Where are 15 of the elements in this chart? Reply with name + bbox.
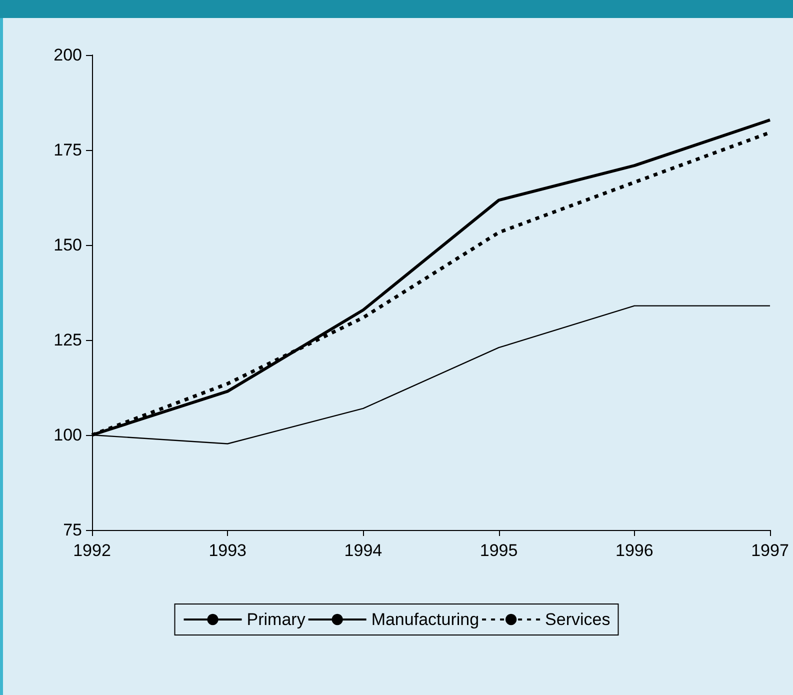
x-tick-label: 1996 [615,541,654,560]
y-tick-label: 200 [54,46,82,64]
legend-label: Primary [246,610,306,629]
x-tick-label: 1995 [480,541,518,560]
legend-label: Manufacturing [371,610,480,629]
y-tick-label: 100 [54,426,82,444]
x-tick-label: 1994 [344,541,382,560]
x-tick-label: 1997 [751,541,789,560]
legend-label: Services [545,610,610,629]
y-tick-label: 75 [63,520,82,540]
x-tick-label: 1993 [208,541,247,560]
x-tick-label: 1992 [73,541,111,560]
y-tick-label: 150 [54,236,82,254]
y-tick-label: 175 [54,140,82,160]
y-tick-label: 125 [54,330,82,350]
